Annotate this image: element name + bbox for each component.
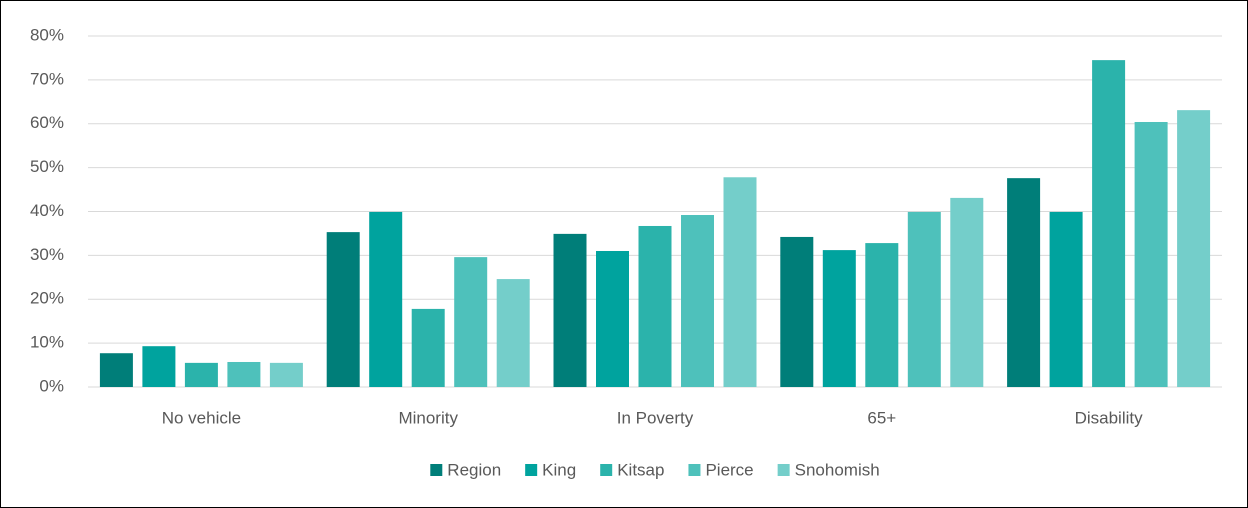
bar	[596, 250, 629, 387]
bar	[638, 225, 672, 387]
x-tick-label: Minority	[398, 408, 458, 427]
x-tick-label: In Poverty	[617, 408, 694, 427]
y-tick-label: 60%	[30, 113, 64, 132]
bar	[142, 346, 176, 387]
bar	[1049, 211, 1083, 387]
bar	[950, 197, 984, 387]
bar	[1092, 60, 1126, 387]
bar	[865, 243, 899, 387]
legend-label: Snohomish	[795, 460, 880, 479]
bar	[681, 215, 714, 387]
bar	[780, 236, 814, 387]
legend-swatch	[777, 464, 790, 476]
y-tick-label: 70%	[30, 69, 64, 88]
bar	[269, 362, 303, 387]
bar	[411, 308, 445, 387]
legend-label: King	[542, 460, 576, 479]
legend-swatch	[525, 464, 538, 476]
bar	[326, 232, 360, 387]
bar	[99, 353, 133, 387]
y-tick-label: 10%	[30, 333, 64, 352]
x-tick-label: 65+	[867, 408, 896, 427]
y-tick-label: 40%	[30, 201, 64, 220]
legend-label: Region	[447, 460, 501, 479]
legend-swatch	[688, 464, 701, 476]
bar	[454, 257, 488, 387]
bar	[723, 177, 757, 387]
bar	[553, 233, 587, 387]
bar	[1177, 110, 1211, 388]
legend-swatch	[600, 464, 613, 476]
x-tick-label: No vehicle	[162, 408, 241, 427]
legend-swatch	[430, 464, 443, 476]
legend-label: Kitsap	[617, 460, 664, 479]
bar	[1007, 178, 1041, 387]
bar	[184, 362, 218, 387]
bar	[822, 250, 856, 387]
bar	[907, 211, 941, 387]
bar	[496, 279, 530, 387]
bar	[227, 361, 261, 387]
bar	[369, 211, 403, 387]
y-tick-label: 80%	[30, 25, 64, 44]
legend-label: Pierce	[705, 460, 753, 479]
y-tick-label: 30%	[30, 245, 64, 264]
y-tick-label: 20%	[30, 289, 64, 308]
y-tick-label: 0%	[39, 376, 64, 395]
y-tick-label: 50%	[30, 157, 64, 176]
x-tick-label: Disability	[1075, 408, 1144, 427]
bar	[1134, 121, 1168, 388]
